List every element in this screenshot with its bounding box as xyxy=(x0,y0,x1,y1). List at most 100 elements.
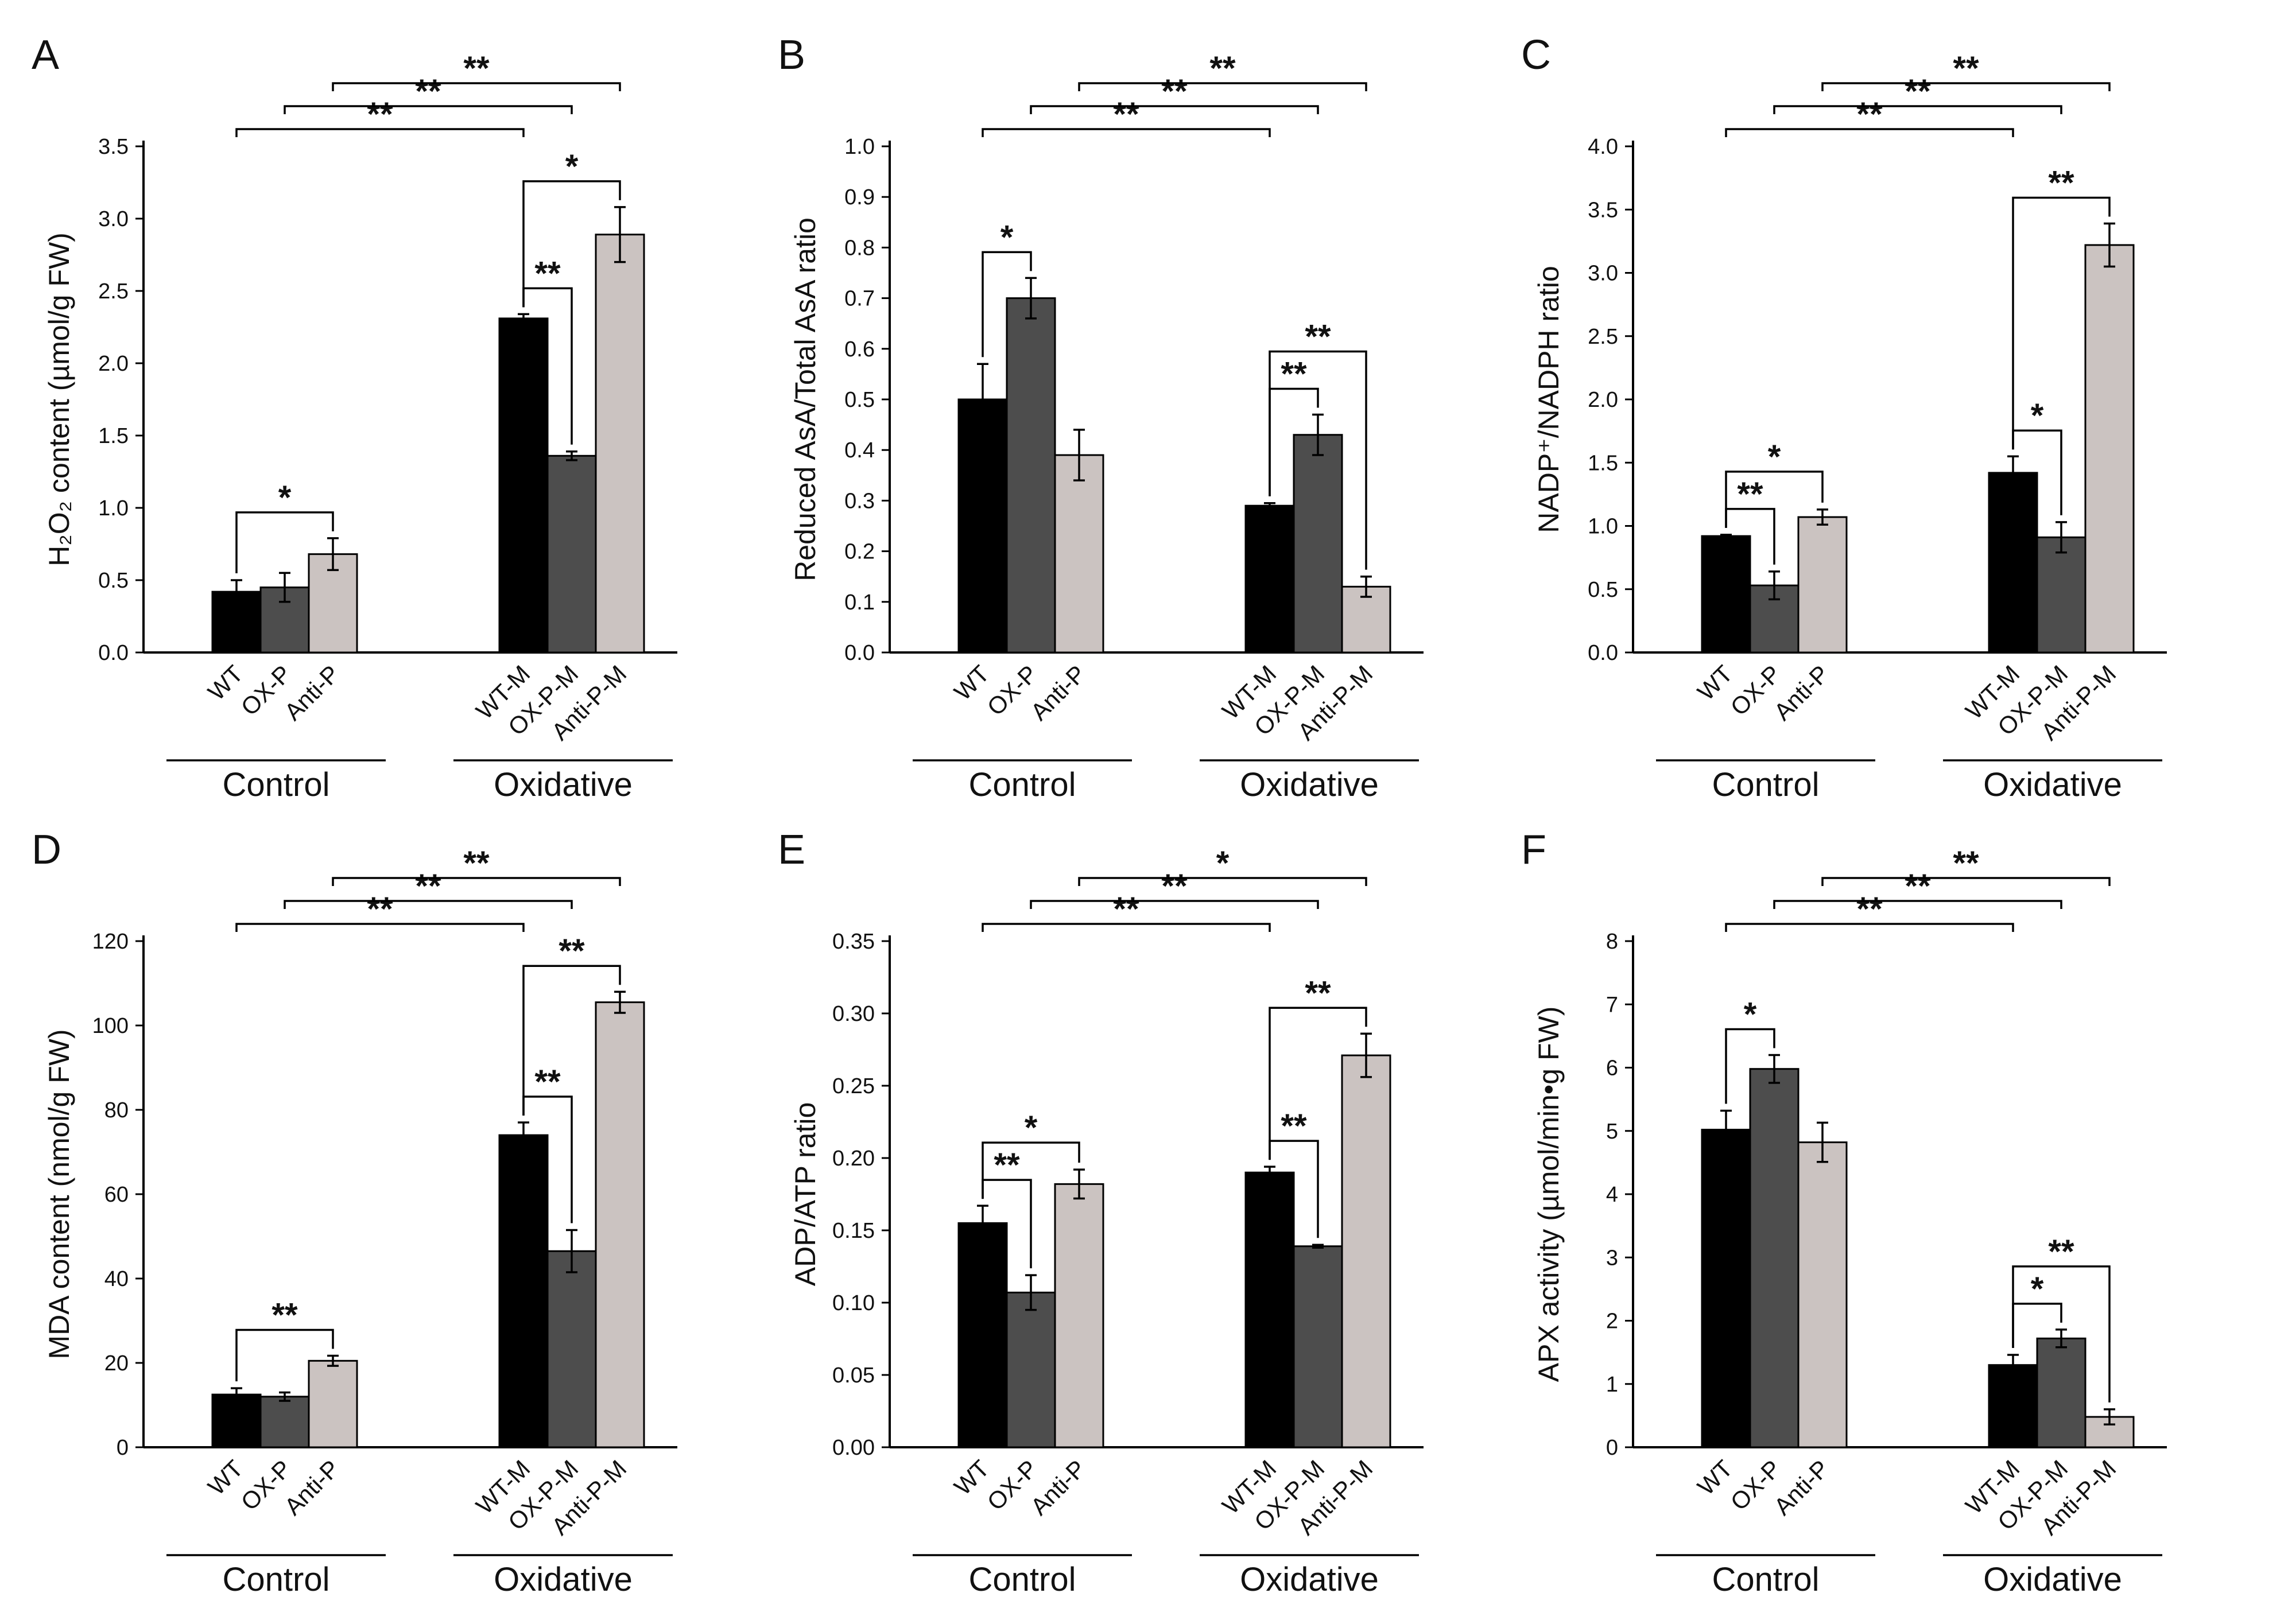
y-tick-label: 2.5 xyxy=(1588,325,1618,349)
y-tick-label: 7 xyxy=(1606,993,1618,1017)
panel-letter: B xyxy=(778,32,805,78)
significance-bracket xyxy=(982,128,1271,137)
y-tick-label: 3.0 xyxy=(98,207,129,231)
significance-label: ** xyxy=(415,73,441,110)
significance-label: * xyxy=(278,479,292,516)
significance-label: ** xyxy=(1953,50,1979,87)
y-tick-label: 4.0 xyxy=(1588,135,1618,159)
bar xyxy=(2036,1337,2087,1448)
bar xyxy=(308,1359,358,1448)
category-label: Anti-P xyxy=(279,1455,344,1520)
y-axis-title: H₂O₂ content (µmol/g FW) xyxy=(43,232,75,566)
bar xyxy=(1988,1364,2038,1448)
significance-label: ** xyxy=(1953,845,1979,882)
significance-label: ** xyxy=(534,255,561,292)
significance-label: ** xyxy=(534,1063,561,1101)
y-tick-label: 2 xyxy=(1606,1310,1618,1334)
significance-bracket xyxy=(2012,196,2111,450)
significance-label: ** xyxy=(463,845,490,882)
y-tick-label: 40 xyxy=(104,1267,129,1291)
bar xyxy=(1006,297,1056,654)
panel-a: A 0.0 0.5 1.0 1.5 2.0 2.5 3.0 3.5 H₂O₂ content (µ… xyxy=(32,32,677,803)
panel-letter: E xyxy=(778,827,805,873)
panel-letter: C xyxy=(1521,32,1551,78)
significance-bracket xyxy=(1078,877,1367,886)
significance-label: ** xyxy=(367,891,393,928)
panel-c: C 0.0 0.5 1.0 1.5 2.0 2.5 3.0 3.5 4.0 NADP⁺/NADPH … xyxy=(1521,32,2167,803)
significance-bracket xyxy=(982,1141,1080,1199)
bar xyxy=(1749,1068,1800,1448)
y-tick-label: 0 xyxy=(117,1436,129,1460)
y-axis-title: ADP/ATP ratio xyxy=(789,1102,821,1286)
y-tick-label: 0.10 xyxy=(832,1291,875,1315)
group-label: Oxidative xyxy=(1240,766,1379,803)
significance-bracket xyxy=(1821,877,2111,886)
significance-label: ** xyxy=(1209,50,1236,87)
bar xyxy=(498,317,549,654)
group-label: Control xyxy=(223,766,330,803)
significance-label: ** xyxy=(1281,1108,1307,1145)
significance-label: ** xyxy=(2048,165,2074,202)
significance-label: ** xyxy=(1305,974,1331,1012)
panel-letter: F xyxy=(1521,827,1546,873)
significance-bracket xyxy=(522,180,621,308)
significance-bracket xyxy=(332,82,621,91)
significance-bracket xyxy=(1078,82,1367,91)
y-tick-label: 0.00 xyxy=(832,1436,875,1460)
significance-label: ** xyxy=(367,96,393,133)
significance-label: ** xyxy=(1305,318,1331,355)
y-tick-label: 0.30 xyxy=(832,1002,875,1026)
bar xyxy=(2036,536,2087,654)
y-tick-label: 0.2 xyxy=(844,540,875,564)
y-tick-label: 0.6 xyxy=(844,337,875,362)
category-label: Anti-P xyxy=(279,660,344,725)
significance-label: ** xyxy=(272,1297,298,1334)
significance-bracket xyxy=(1725,1028,1775,1104)
significance-bracket xyxy=(235,1328,334,1382)
panel-letter: A xyxy=(32,32,59,78)
bar xyxy=(1293,434,1343,654)
bar xyxy=(1988,472,2038,654)
y-tick-label: 80 xyxy=(104,1098,129,1122)
significance-bracket xyxy=(1773,105,2062,114)
y-tick-label: 0.35 xyxy=(832,930,875,954)
bar xyxy=(259,1396,310,1448)
y-tick-label: 20 xyxy=(104,1351,129,1376)
y-tick-label: 0.20 xyxy=(832,1147,875,1171)
significance-label: ** xyxy=(1856,891,1883,928)
significance-label: * xyxy=(1744,996,1757,1033)
bar xyxy=(1006,1291,1056,1448)
bar xyxy=(498,1134,549,1448)
y-tick-label: 0.4 xyxy=(844,438,875,463)
significance-label: * xyxy=(2031,1271,2044,1308)
significance-label: * xyxy=(2031,397,2044,434)
significance-bracket xyxy=(2012,1265,2111,1402)
group-label: Oxidative xyxy=(494,766,633,803)
group-label: Oxidative xyxy=(1983,766,2122,803)
y-tick-label: 5 xyxy=(1606,1120,1618,1144)
bar xyxy=(595,1001,645,1448)
y-tick-label: 1 xyxy=(1606,1373,1618,1397)
significance-label: * xyxy=(565,148,579,185)
y-tick-label: 1.5 xyxy=(98,424,129,448)
panel-letter: D xyxy=(32,827,61,873)
bar xyxy=(595,234,645,654)
significance-bracket xyxy=(235,128,525,137)
significance-bracket xyxy=(235,923,525,932)
y-tick-label: 0.5 xyxy=(98,569,129,593)
y-axis-title: Reduced AsA/Total AsA ratio xyxy=(789,217,821,581)
bar xyxy=(546,454,597,654)
bar xyxy=(2084,244,2135,654)
y-tick-label: 1.0 xyxy=(1588,515,1618,539)
significance-bracket xyxy=(284,105,573,114)
significance-bracket xyxy=(284,900,573,909)
bar xyxy=(1701,1129,1751,1448)
y-tick-label: 4 xyxy=(1606,1183,1618,1207)
y-tick-label: 2.0 xyxy=(1588,388,1618,412)
y-tick-label: 60 xyxy=(104,1183,129,1207)
significance-label: ** xyxy=(559,933,585,970)
bar xyxy=(957,398,1008,654)
y-tick-label: 0.05 xyxy=(832,1363,875,1388)
y-tick-label: 120 xyxy=(92,930,129,954)
